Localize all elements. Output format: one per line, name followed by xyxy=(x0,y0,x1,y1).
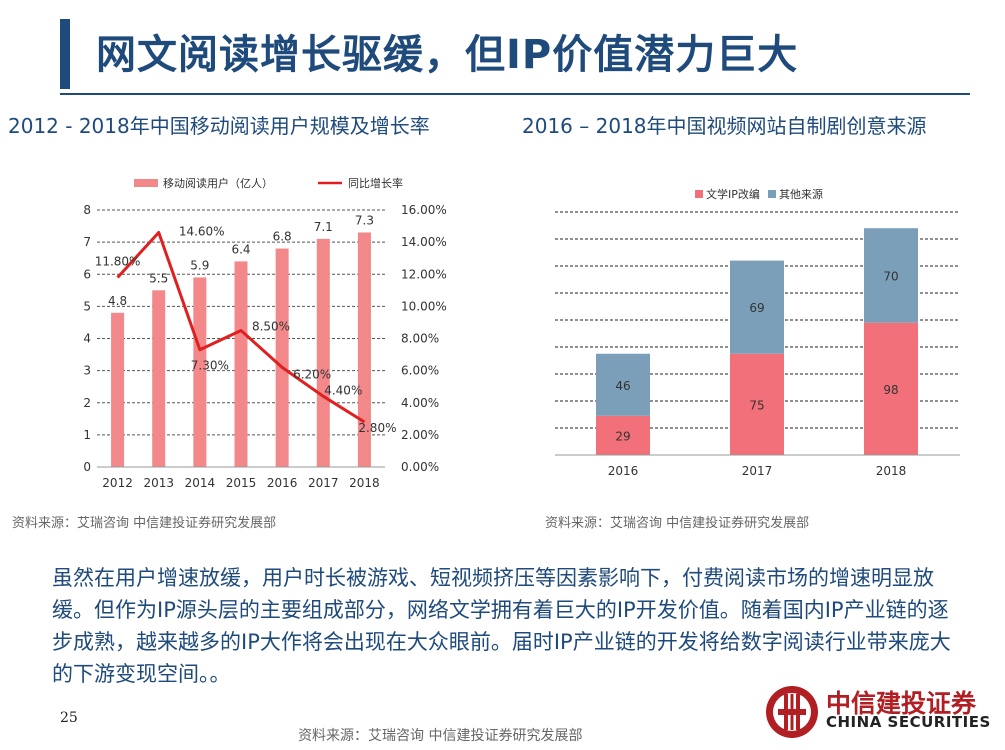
logo-english-name: CHINA SECURITIES xyxy=(826,713,991,731)
y-left-tick-label: 7 xyxy=(83,235,91,249)
legend-swatch-other xyxy=(768,190,776,198)
y-right-tick-label: 2.00% xyxy=(401,428,439,442)
ip-adaptation-bar xyxy=(596,415,650,455)
page-number: 25 xyxy=(60,710,78,726)
user-bar xyxy=(193,277,207,467)
user-bar xyxy=(357,232,371,467)
footer-source: 资料来源：艾瑞咨询 中信建投证券研究发展部 xyxy=(298,728,583,744)
segment-label: 70 xyxy=(883,269,898,283)
y-right-tick-label: 16.00% xyxy=(401,203,447,217)
x-tick-label: 2015 xyxy=(226,476,257,490)
y-left-tick-label: 2 xyxy=(83,396,91,410)
segment-label: 69 xyxy=(749,301,764,315)
growth-label: 2.80% xyxy=(358,421,396,435)
x-tick-label: 2012 xyxy=(102,476,133,490)
legend-swatch-users xyxy=(134,179,158,187)
y-left-tick-label: 5 xyxy=(83,299,91,313)
y-left-tick-label: 0 xyxy=(83,460,91,474)
page-title: 网文阅读增长驱缓，但IP价值潜力巨大 xyxy=(96,32,799,78)
user-bar-label: 4.8 xyxy=(108,294,127,308)
left-chart-source: 资料来源：艾瑞咨询 中信建投证券研究发展部 xyxy=(12,516,277,531)
y-left-tick-label: 3 xyxy=(83,364,91,378)
user-bar xyxy=(234,261,248,467)
y-left-tick-label: 6 xyxy=(83,267,91,281)
user-bar-label: 5.9 xyxy=(190,258,209,272)
title-accent-bar xyxy=(60,19,70,89)
y-left-tick-label: 4 xyxy=(83,332,91,346)
y-left-tick-label: 1 xyxy=(83,428,91,442)
y-left-tick-label: 8 xyxy=(83,203,91,217)
user-bar xyxy=(152,290,166,467)
x-tick-label: 2017 xyxy=(308,476,339,490)
x-tick-label: 2016 xyxy=(608,464,639,478)
y-right-tick-label: 8.00% xyxy=(401,332,439,346)
y-right-tick-label: 12.00% xyxy=(401,267,447,281)
right-chart-subtitle: 2016 – 2018年中国视频网站自制剧创意来源 xyxy=(522,114,927,138)
growth-label: 6.20% xyxy=(293,367,331,381)
left-chart-subtitle: 2012 - 2018年中国移动阅读用户规模及增长率 xyxy=(8,114,430,138)
legend-label-other: 其他来源 xyxy=(779,187,823,201)
user-bar-label: 7.1 xyxy=(314,220,333,234)
user-bar-label: 6.4 xyxy=(231,242,250,256)
growth-label: 8.50% xyxy=(252,319,290,333)
other-source-bar xyxy=(730,260,784,354)
user-bar xyxy=(275,248,289,467)
legend-label-growth: 同比增长率 xyxy=(348,176,403,190)
growth-label: 4.40% xyxy=(324,383,362,397)
summary-paragraph: 虽然在用户增速放缓，用户时长被游戏、短视频挤压等因素影响下，付费阅读市场的增速明… xyxy=(52,566,951,686)
growth-line xyxy=(116,230,366,424)
other-source-bar xyxy=(864,228,918,323)
growth-label: 11.80% xyxy=(95,254,141,268)
x-tick-label: 2018 xyxy=(876,464,907,478)
user-bar-label: 7.3 xyxy=(355,213,374,227)
title-divider xyxy=(60,93,970,95)
right-chart-source: 资料来源：艾瑞咨询 中信建投证券研究发展部 xyxy=(545,516,810,531)
legend-label-ip: 文学IP改编 xyxy=(706,187,760,201)
growth-label: 7.30% xyxy=(191,359,229,373)
china-securities-logo-icon xyxy=(766,686,818,738)
user-bar-label: 6.8 xyxy=(273,230,292,244)
ip-adaptation-bar xyxy=(730,353,784,455)
x-tick-label: 2014 xyxy=(185,476,216,490)
users-growth-chart: 4.8 5.5 5.9 6.4 6.8 7.1 7.3 11.80% 14.60% 7.30% 8.… xyxy=(83,176,447,490)
y-right-tick-label: 14.00% xyxy=(401,235,447,249)
y-right-tick-label: 10.00% xyxy=(401,299,447,313)
x-tick-label: 2017 xyxy=(742,464,773,478)
ip-adaptation-bar xyxy=(864,322,918,455)
segment-label: 29 xyxy=(615,429,630,443)
y-right-tick-label: 6.00% xyxy=(401,364,439,378)
user-bar xyxy=(316,238,330,467)
x-tick-label: 2016 xyxy=(267,476,298,490)
segment-label: 98 xyxy=(883,383,898,397)
segment-label: 75 xyxy=(749,398,764,412)
user-bar-label: 5.5 xyxy=(149,271,168,285)
logo-chinese-name: 中信建投证券 xyxy=(826,689,977,718)
x-tick-label: 2018 xyxy=(349,476,380,490)
legend-swatch-ip xyxy=(695,190,703,198)
growth-label: 14.60% xyxy=(179,224,225,238)
drama-source-chart: 29 46 75 69 98 70 2016 2017 2018 文学IP改编 其他来源 xyxy=(550,170,990,490)
user-bar xyxy=(111,312,125,467)
y-right-tick-label: 0.00% xyxy=(401,460,439,474)
y-right-tick-label: 4.00% xyxy=(401,396,439,410)
legend-label-users: 移动阅读用户（亿人） xyxy=(163,176,273,190)
segment-label: 46 xyxy=(615,379,630,393)
other-source-bar xyxy=(596,353,650,416)
x-tick-label: 2013 xyxy=(143,476,174,490)
